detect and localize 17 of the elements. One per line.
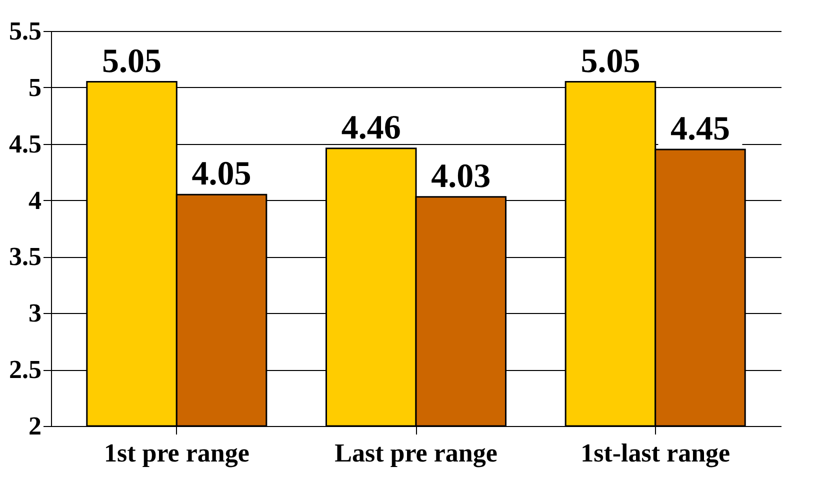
x-tick-label: 1st pre range bbox=[104, 438, 250, 468]
y-tick-label: 2.5 bbox=[9, 355, 42, 384]
data-label: 4.46 bbox=[341, 109, 401, 146]
y-tick-label: 3 bbox=[28, 298, 42, 328]
y-tick-label: 4.5 bbox=[9, 129, 42, 158]
data-label: 4.03 bbox=[431, 158, 491, 195]
x-tick-label: 1st-last range bbox=[580, 438, 730, 468]
data-label: 4.45 bbox=[670, 110, 730, 148]
y-tick-label: 5.5 bbox=[9, 16, 42, 46]
y-tick-label: 3.5 bbox=[9, 242, 42, 272]
data-label: 5.05 bbox=[102, 42, 162, 80]
y-tick-label: 4 bbox=[28, 186, 42, 215]
data-label: 5.05 bbox=[580, 42, 640, 80]
x-tick-label: Last pre range bbox=[334, 438, 498, 468]
y-tick-label: 2 bbox=[28, 412, 42, 440]
y-tick-label: 5 bbox=[28, 72, 42, 102]
data-label: 4.05 bbox=[192, 156, 252, 193]
